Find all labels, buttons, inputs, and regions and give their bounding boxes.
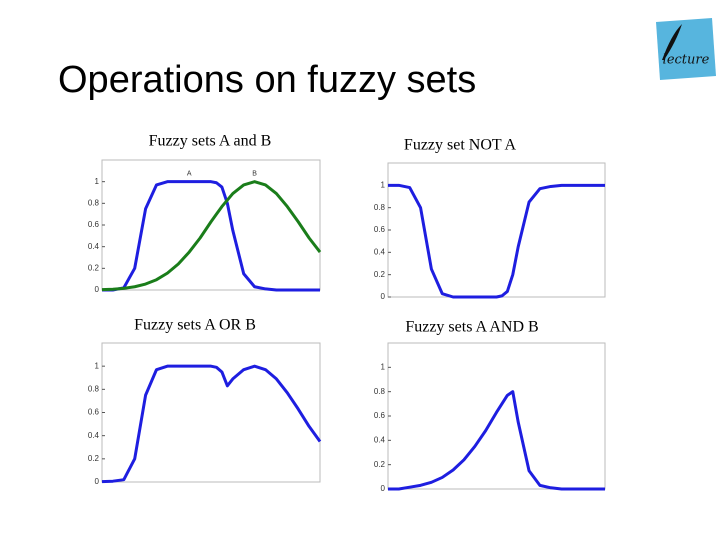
y-tick-label: 0.6 xyxy=(374,225,386,234)
series-line xyxy=(101,364,322,484)
chart-title: Fuzzy sets A and B xyxy=(149,133,272,150)
y-tick-label: 1 xyxy=(95,177,100,186)
slide-title: Operations on fuzzy sets xyxy=(58,59,476,101)
y-tick-label: 0.6 xyxy=(88,220,100,229)
y-tick-label: 0 xyxy=(95,285,100,294)
series-label: A xyxy=(187,171,192,178)
y-tick-label: 0.4 xyxy=(88,242,100,251)
y-tick-label: 1 xyxy=(95,361,100,370)
y-tick-label: 0.2 xyxy=(374,270,386,279)
logo-splash xyxy=(656,18,716,80)
y-tick-label: 0 xyxy=(381,484,386,493)
logo-text: lecture xyxy=(663,53,710,68)
logo: lecture xyxy=(656,18,716,80)
chart-title: Fuzzy sets A AND B xyxy=(405,319,538,336)
y-tick-label: 0.8 xyxy=(88,384,100,393)
y-tick-label: 0.4 xyxy=(374,247,386,256)
y-tick-label: 0.2 xyxy=(374,460,386,469)
y-tick-label: 0 xyxy=(381,292,386,301)
y-tick-label: 0.8 xyxy=(88,198,100,207)
series-line xyxy=(101,180,322,292)
y-tick-label: 0.4 xyxy=(374,435,386,444)
y-tick-label: 0.2 xyxy=(88,263,100,272)
logo-feather xyxy=(662,24,682,60)
y-tick-label: 0.2 xyxy=(88,454,100,463)
series-line xyxy=(102,180,320,292)
series-line xyxy=(388,183,605,299)
y-tick-label: 0.4 xyxy=(88,431,100,440)
y-tick-label: 1 xyxy=(381,180,386,189)
chart-title: Fuzzy set NOT A xyxy=(404,137,517,154)
series-line xyxy=(388,390,605,491)
series-label: B xyxy=(252,171,257,178)
y-tick-label: 0.6 xyxy=(374,411,386,420)
y-tick-label: 0.8 xyxy=(374,387,386,396)
y-tick-label: 0.6 xyxy=(88,408,100,417)
chart-title: Fuzzy sets A OR B xyxy=(134,317,256,334)
y-tick-label: 0 xyxy=(95,477,100,486)
y-tick-label: 0.8 xyxy=(374,203,386,212)
y-tick-label: 1 xyxy=(381,362,386,371)
